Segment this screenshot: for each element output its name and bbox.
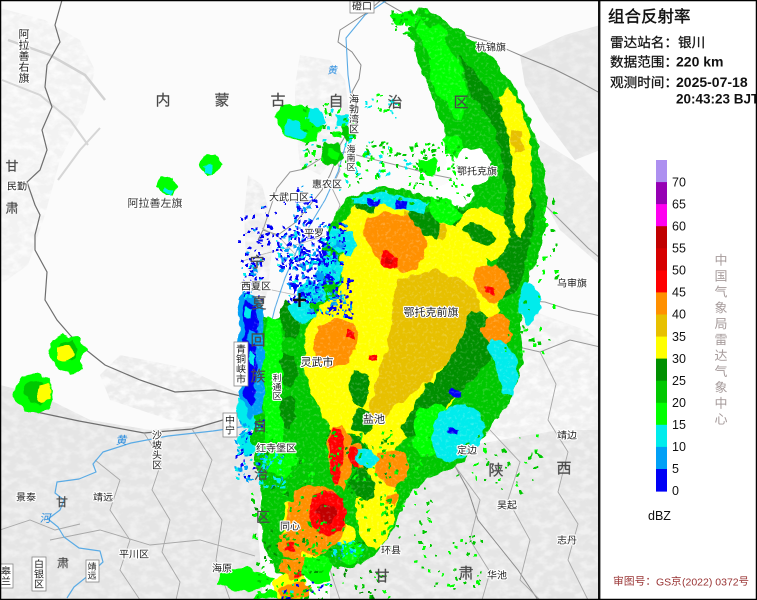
- svg-text:0: 0: [672, 484, 679, 498]
- svg-text:35: 35: [672, 330, 686, 344]
- svg-text:2025-07-18: 2025-07-18: [676, 74, 748, 90]
- svg-text:(2022) 0372: (2022) 0372: [682, 577, 739, 589]
- svg-text:25: 25: [672, 374, 686, 388]
- svg-text:20: 20: [672, 396, 686, 410]
- svg-text:60: 60: [672, 219, 686, 233]
- svg-text:55: 55: [672, 242, 686, 256]
- svg-text:40: 40: [672, 308, 686, 322]
- svg-text:20:43:23 BJT: 20:43:23 BJT: [676, 92, 757, 107]
- svg-text:5: 5: [672, 462, 679, 476]
- svg-text:GS: GS: [656, 577, 671, 589]
- svg-text:65: 65: [672, 197, 686, 211]
- svg-text:45: 45: [672, 286, 686, 300]
- svg-text:30: 30: [672, 352, 686, 366]
- svg-text:15: 15: [672, 418, 686, 432]
- svg-text:220 km: 220 km: [676, 54, 723, 70]
- svg-text:70: 70: [672, 175, 686, 189]
- svg-text:10: 10: [672, 440, 686, 454]
- svg-text:dBZ: dBZ: [648, 509, 671, 523]
- svg-text:50: 50: [672, 264, 686, 278]
